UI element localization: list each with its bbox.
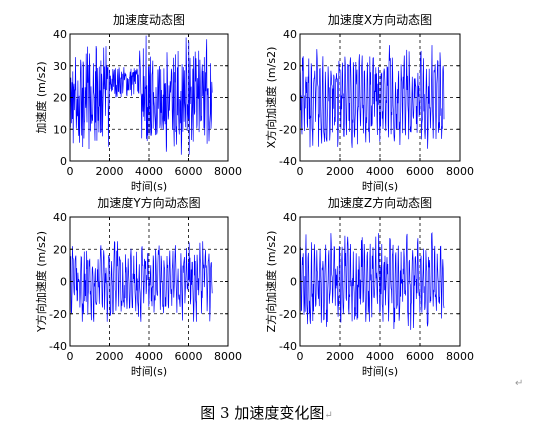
- x-tick-label: 4000: [366, 165, 394, 178]
- y-axis-label: Y方向加速度 (m/s2): [34, 231, 48, 333]
- x-tick-label: 2000: [326, 350, 354, 363]
- y-tick-label: 0: [60, 155, 67, 168]
- x-tick-label: 4000: [135, 165, 163, 178]
- y-tick-label: 40: [283, 211, 297, 224]
- x-axis-label: 时间(s): [362, 180, 398, 193]
- y-tick-label: -40: [49, 340, 67, 353]
- x-tick-label: 0: [297, 165, 304, 178]
- caption-paragraph-mark: ↵: [324, 410, 333, 421]
- x-tick-label: 8000: [446, 350, 474, 363]
- figure-caption-text: 图 3 加速度变化图: [200, 404, 325, 422]
- data-series-line: [69, 35, 213, 155]
- x-axis-label: 时间(s): [131, 180, 167, 193]
- x-tick-label: 2000: [326, 165, 354, 178]
- x-tick-label: 0: [67, 165, 74, 178]
- x-tick-label: 6000: [175, 350, 203, 363]
- y-tick-label: 0: [290, 92, 297, 105]
- x-tick-label: 8000: [214, 350, 242, 363]
- x-axis-label: 时间(s): [131, 365, 167, 378]
- chart-title: 加速度X方向动态图: [328, 12, 432, 27]
- y-tick-label: 20: [53, 92, 67, 105]
- y-tick-label: -20: [279, 308, 297, 321]
- y-tick-label: 40: [283, 28, 297, 41]
- x-tick-label: 4000: [135, 350, 163, 363]
- x-tick-label: 6000: [406, 350, 434, 363]
- y-tick-label: -40: [279, 340, 297, 353]
- chart-panel-1: 加速度动态图 0 2000 4000 6000 8000 0 10 20 30 40 时间(s) 加速度…: [34, 12, 242, 193]
- chart-panel-3: 加速度Y方向动态图 0 2000 4000 6000 8000 -40 -20 0 20 40 时间(…: [34, 195, 242, 378]
- chart-panel-4: 加速度Z方向动态图 0 2000 4000 6000 8000 -40 -20 0 20 40 时间(…: [264, 195, 474, 378]
- y-tick-label: 0: [60, 276, 67, 289]
- y-tick-label: 10: [53, 123, 67, 136]
- y-axis-label: Z方向加速度 (m/s2): [264, 231, 278, 333]
- x-tick-label: 0: [297, 350, 304, 363]
- data-series-line: [299, 45, 445, 149]
- x-tick-label: 0: [67, 350, 74, 363]
- y-tick-label: 20: [283, 60, 297, 73]
- y-tick-label: 30: [53, 60, 67, 73]
- chart-title: 加速度动态图: [113, 12, 185, 27]
- x-tick-label: 8000: [214, 165, 242, 178]
- chart-panel-2: 加速度X方向动态图 0 2000 4000 6000 8000 -40 -20 0 20 40 时间(…: [264, 12, 474, 193]
- chart-title: 加速度Y方向动态图: [97, 195, 200, 210]
- figure-caption: 图 3 加速度变化图↵: [0, 402, 533, 423]
- data-series-line: [299, 231, 445, 330]
- y-tick-label: 40: [53, 28, 67, 41]
- x-tick-label: 4000: [366, 350, 394, 363]
- x-tick-label: 6000: [175, 165, 203, 178]
- x-tick-label: 2000: [96, 350, 124, 363]
- y-tick-label: 40: [53, 211, 67, 224]
- x-tick-label: 2000: [96, 165, 124, 178]
- x-tick-label: 8000: [446, 165, 474, 178]
- x-axis-label: 时间(s): [362, 365, 398, 378]
- y-tick-label: 20: [283, 243, 297, 256]
- y-tick-label: 20: [53, 243, 67, 256]
- paragraph-mark: ↵: [515, 378, 524, 389]
- chart-title: 加速度Z方向动态图: [328, 195, 432, 210]
- x-tick-label: 6000: [406, 165, 434, 178]
- y-tick-label: -40: [279, 155, 297, 168]
- y-axis-label: X方向加速度 (m/s2): [264, 47, 278, 149]
- data-series-line: [69, 240, 213, 322]
- y-tick-label: -20: [49, 308, 67, 321]
- y-tick-label: -20: [279, 123, 297, 136]
- y-tick-label: 0: [290, 276, 297, 289]
- y-axis-label: 加速度 (m/s2): [34, 61, 48, 133]
